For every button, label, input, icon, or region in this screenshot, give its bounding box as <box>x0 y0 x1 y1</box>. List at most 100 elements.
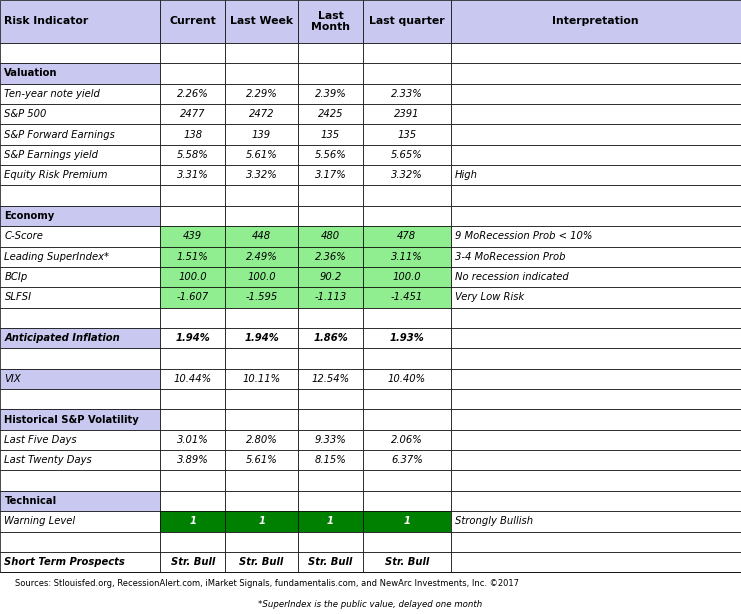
Bar <box>225 450 298 470</box>
Bar <box>451 43 741 63</box>
Text: 3-4 MoRecession Prob: 3-4 MoRecession Prob <box>455 252 565 262</box>
Bar <box>298 125 363 145</box>
Text: 6.37%: 6.37% <box>391 455 422 465</box>
Bar <box>160 430 225 450</box>
Text: 3.11%: 3.11% <box>391 252 422 262</box>
Text: 138: 138 <box>183 130 202 139</box>
Text: -1.595: -1.595 <box>245 292 278 303</box>
Bar <box>451 84 741 104</box>
Bar <box>363 532 451 552</box>
Bar <box>298 430 363 450</box>
Text: Str. Bull: Str. Bull <box>239 557 284 567</box>
Bar <box>363 84 451 104</box>
Bar <box>363 185 451 206</box>
Bar <box>225 491 298 511</box>
Bar <box>0 410 160 430</box>
Text: 448: 448 <box>252 231 271 241</box>
Bar <box>363 348 451 368</box>
Text: 3.17%: 3.17% <box>315 170 346 181</box>
Bar <box>225 287 298 308</box>
Bar <box>225 226 298 246</box>
Bar <box>225 145 298 165</box>
Bar <box>225 185 298 206</box>
Bar <box>298 267 363 287</box>
Bar <box>160 206 225 226</box>
Bar <box>160 63 225 84</box>
Bar <box>225 43 298 63</box>
Text: -1.451: -1.451 <box>391 292 423 303</box>
Bar <box>0 185 160 206</box>
Bar <box>451 410 741 430</box>
Text: 90.2: 90.2 <box>319 272 342 282</box>
Text: 5.61%: 5.61% <box>246 150 277 160</box>
Text: 10.11%: 10.11% <box>242 374 281 384</box>
Bar <box>451 125 741 145</box>
Bar <box>160 389 225 410</box>
Text: Interpretation: Interpretation <box>553 17 639 26</box>
Bar <box>225 84 298 104</box>
Bar <box>0 511 160 532</box>
Bar <box>298 246 363 267</box>
Text: Anticipated Inflation: Anticipated Inflation <box>4 333 120 343</box>
Text: Current: Current <box>169 17 216 26</box>
Text: 1.94%: 1.94% <box>176 333 210 343</box>
Text: *SuperIndex is the public value, delayed one month: *SuperIndex is the public value, delayed… <box>259 600 482 609</box>
Text: 480: 480 <box>321 231 340 241</box>
Bar <box>225 552 298 572</box>
Bar <box>0 430 160 450</box>
Bar <box>0 125 160 145</box>
Bar <box>451 368 741 389</box>
Text: 12.54%: 12.54% <box>311 374 350 384</box>
Bar <box>298 0 363 43</box>
Text: 10.44%: 10.44% <box>173 374 212 384</box>
Bar <box>451 104 741 125</box>
Text: SLFSI: SLFSI <box>4 292 32 303</box>
Bar <box>363 552 451 572</box>
Bar <box>451 470 741 491</box>
Bar <box>0 267 160 287</box>
Bar <box>363 511 451 532</box>
Bar <box>160 532 225 552</box>
Bar <box>451 206 741 226</box>
Bar <box>363 104 451 125</box>
Bar <box>363 206 451 226</box>
Bar <box>225 206 298 226</box>
Bar <box>160 552 225 572</box>
Bar <box>160 145 225 165</box>
Bar <box>225 368 298 389</box>
Bar <box>298 165 363 185</box>
Text: Historical S&P Volatility: Historical S&P Volatility <box>4 414 139 424</box>
Bar <box>298 348 363 368</box>
Bar <box>451 267 741 287</box>
Bar <box>225 308 298 328</box>
Bar <box>0 491 160 511</box>
Text: S&P Forward Earnings: S&P Forward Earnings <box>4 130 116 139</box>
Text: Warning Level: Warning Level <box>4 516 76 526</box>
Bar <box>0 206 160 226</box>
Bar <box>160 165 225 185</box>
Text: Technical: Technical <box>4 496 56 506</box>
Text: 100.0: 100.0 <box>179 272 207 282</box>
Text: 2.80%: 2.80% <box>246 435 277 445</box>
Bar <box>0 470 160 491</box>
Text: 5.61%: 5.61% <box>246 455 277 465</box>
Bar <box>0 348 160 368</box>
Bar <box>225 267 298 287</box>
Bar <box>451 532 741 552</box>
Bar <box>225 511 298 532</box>
Text: 439: 439 <box>183 231 202 241</box>
Bar <box>451 450 741 470</box>
Text: 135: 135 <box>397 130 416 139</box>
Bar <box>0 368 160 389</box>
Text: Last Twenty Days: Last Twenty Days <box>4 455 92 465</box>
Bar <box>160 348 225 368</box>
Bar <box>0 63 160 84</box>
Bar <box>363 0 451 43</box>
Bar <box>363 368 451 389</box>
Bar <box>451 185 741 206</box>
Text: 1.86%: 1.86% <box>313 333 348 343</box>
Text: Valuation: Valuation <box>4 68 58 79</box>
Bar <box>225 532 298 552</box>
Text: Economy: Economy <box>4 211 55 221</box>
Text: Last
Month: Last Month <box>311 10 350 33</box>
